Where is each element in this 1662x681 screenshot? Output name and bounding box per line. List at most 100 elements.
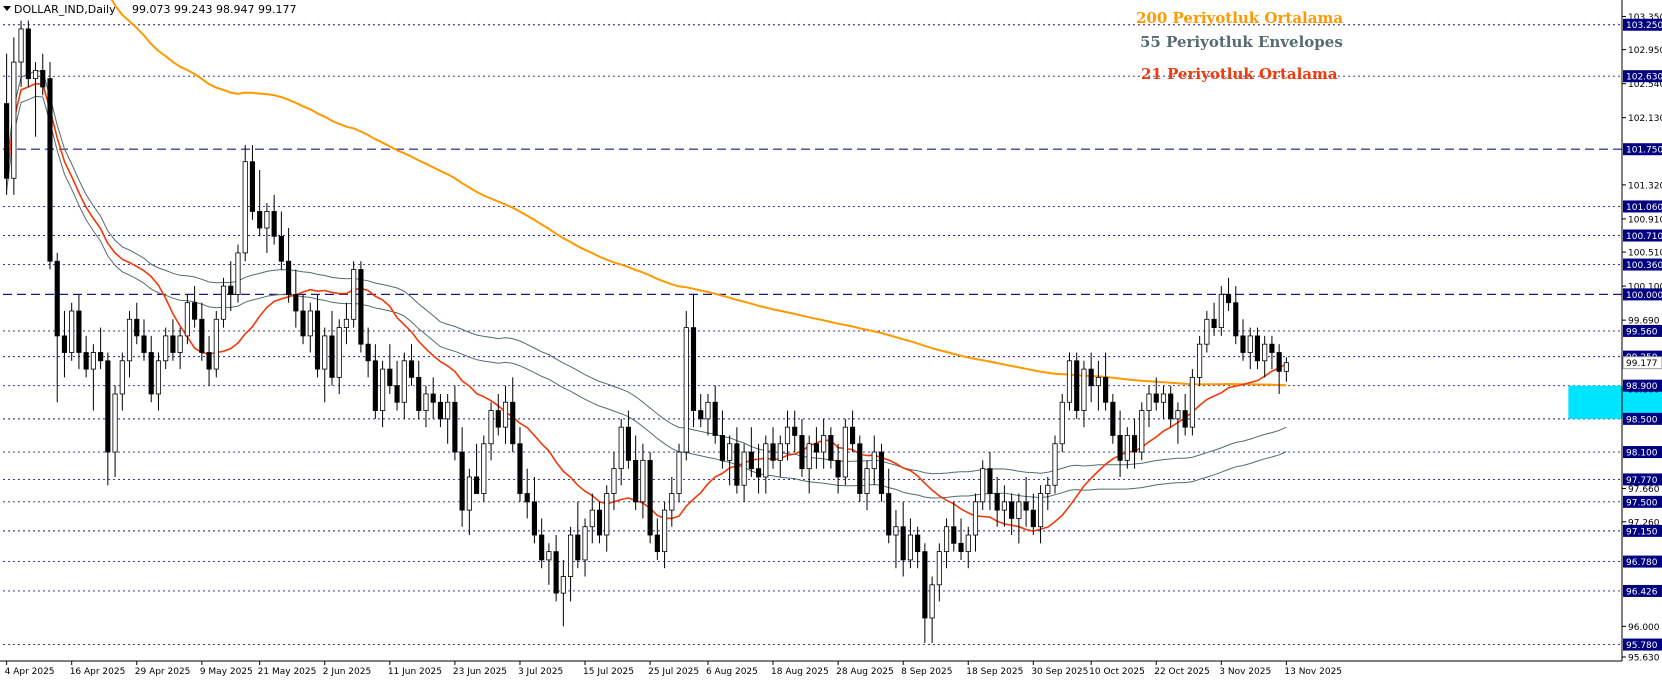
candle-body[interactable]: [119, 360, 125, 395]
candle-body[interactable]: [1153, 393, 1159, 403]
candle-body[interactable]: [864, 468, 870, 494]
candle-body[interactable]: [314, 310, 321, 370]
candle-body[interactable]: [170, 335, 176, 353]
candle-body[interactable]: [502, 401, 509, 428]
candle-body[interactable]: [1037, 493, 1044, 528]
candle-body[interactable]: [1254, 335, 1261, 362]
candle-body[interactable]: [98, 352, 104, 362]
candle-body[interactable]: [177, 335, 183, 353]
candle-body[interactable]: [1117, 435, 1123, 461]
candle-body[interactable]: [1095, 376, 1101, 387]
candle-body[interactable]: [213, 318, 219, 370]
candle-body[interactable]: [40, 69, 46, 88]
candle-body[interactable]: [654, 534, 660, 553]
candle-body[interactable]: [293, 294, 299, 312]
candle-body[interactable]: [4, 103, 10, 179]
candle-body[interactable]: [741, 451, 747, 486]
candle-body[interactable]: [1009, 501, 1015, 519]
candle-body[interactable]: [799, 435, 805, 470]
candle-body[interactable]: [727, 443, 733, 461]
candle-body[interactable]: [148, 352, 154, 395]
candle-body[interactable]: [1146, 393, 1152, 411]
candle-body[interactable]: [358, 269, 364, 345]
candle-body[interactable]: [474, 476, 480, 494]
candle-body[interactable]: [1045, 484, 1051, 494]
candle-body[interactable]: [640, 459, 646, 503]
candle-body[interactable]: [1189, 376, 1195, 428]
candle-body[interactable]: [748, 451, 754, 470]
candle-body[interactable]: [25, 28, 31, 80]
candle-body[interactable]: [849, 426, 856, 445]
candle-body[interactable]: [633, 459, 639, 503]
candle-body[interactable]: [871, 451, 877, 470]
candle-body[interactable]: [582, 526, 588, 561]
candle-body[interactable]: [459, 451, 465, 511]
candle-body[interactable]: [835, 459, 841, 478]
candle-body[interactable]: [893, 526, 899, 536]
candle-body[interactable]: [54, 260, 60, 337]
candle-body[interactable]: [676, 451, 682, 494]
candle-body[interactable]: [155, 360, 162, 395]
candle-body[interactable]: [618, 426, 624, 470]
candle-body[interactable]: [987, 468, 993, 494]
candle-body[interactable]: [951, 526, 957, 544]
candle-body[interactable]: [683, 327, 689, 453]
candle-body[interactable]: [806, 443, 812, 470]
candle-body[interactable]: [1233, 302, 1239, 337]
candle-body[interactable]: [264, 211, 270, 229]
candle-body[interactable]: [61, 335, 68, 353]
candle-body[interactable]: [343, 318, 350, 328]
candle-body[interactable]: [546, 551, 552, 561]
candle-body[interactable]: [560, 576, 566, 594]
candle-body[interactable]: [380, 368, 386, 411]
candle-body[interactable]: [242, 161, 248, 254]
candle-body[interactable]: [1059, 401, 1065, 445]
candle-body[interactable]: [271, 211, 277, 237]
candle-body[interactable]: [69, 310, 75, 353]
candle-body[interactable]: [1262, 343, 1268, 362]
candle-body[interactable]: [792, 426, 798, 436]
candle-body[interactable]: [980, 468, 986, 503]
candle-body[interactable]: [1168, 393, 1174, 420]
candle-body[interactable]: [466, 476, 472, 511]
candle-body[interactable]: [531, 501, 537, 536]
candle-body[interactable]: [199, 318, 205, 353]
candle-body[interactable]: [1276, 352, 1282, 372]
candle-body[interactable]: [1269, 343, 1275, 353]
candle-body[interactable]: [365, 343, 371, 362]
candle-body[interactable]: [206, 352, 212, 370]
candle-body[interactable]: [900, 526, 906, 561]
candle-body[interactable]: [481, 443, 487, 494]
candle-body[interactable]: [249, 161, 256, 212]
candle-body[interactable]: [278, 235, 284, 262]
candle-body[interactable]: [1074, 360, 1080, 411]
candle-body[interactable]: [596, 509, 603, 536]
candle-body[interactable]: [488, 410, 494, 445]
candle-body[interactable]: [437, 401, 444, 420]
candle-body[interactable]: [452, 401, 458, 453]
candle-body[interactable]: [495, 410, 501, 428]
candle-body[interactable]: [958, 542, 964, 553]
candle-body[interactable]: [134, 318, 140, 337]
candle-body[interactable]: [18, 28, 24, 63]
candle-body[interactable]: [1016, 501, 1022, 519]
candle-body[interactable]: [372, 360, 378, 411]
candle-body[interactable]: [445, 401, 451, 420]
candle-body[interactable]: [756, 468, 762, 478]
candle-body[interactable]: [1081, 368, 1087, 411]
candle-body[interactable]: [286, 260, 292, 295]
candle-body[interactable]: [1225, 294, 1232, 304]
candle-body[interactable]: [690, 327, 697, 411]
candle-body[interactable]: [575, 534, 581, 561]
candle-body[interactable]: [1088, 368, 1094, 387]
candle-body[interactable]: [329, 335, 335, 378]
candle-body[interactable]: [517, 443, 523, 494]
candle-body[interactable]: [647, 459, 653, 536]
candle-body[interactable]: [423, 393, 429, 411]
candle-body[interactable]: [907, 534, 913, 561]
candle-body[interactable]: [604, 493, 610, 536]
candle-body[interactable]: [777, 443, 783, 461]
candle-body[interactable]: [1182, 410, 1188, 428]
candle-body[interactable]: [524, 493, 530, 503]
